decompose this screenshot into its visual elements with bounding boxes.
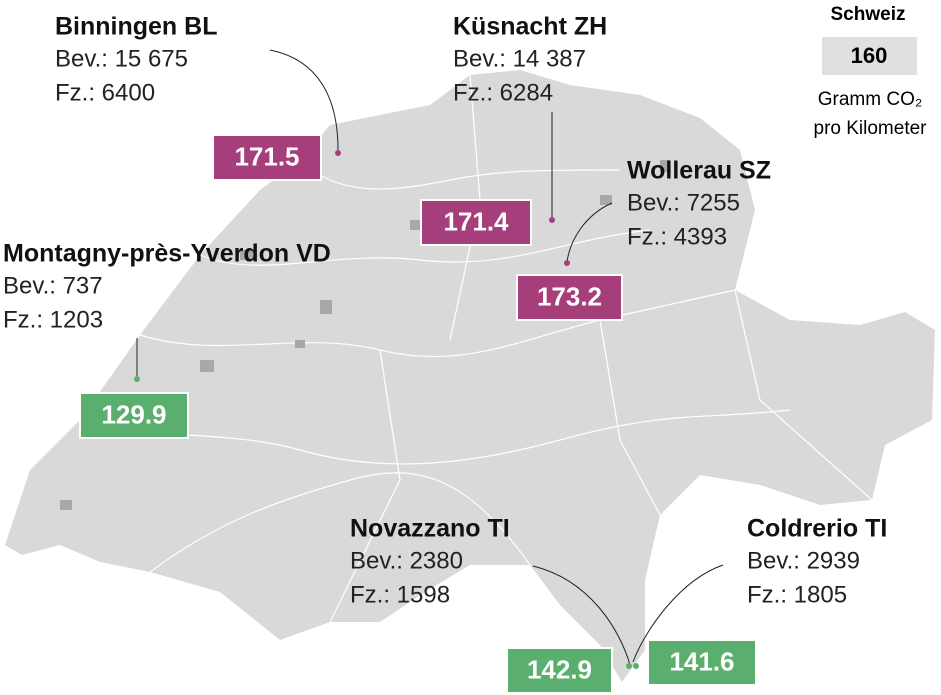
value-box — [647, 639, 757, 686]
value-label: 171.5 — [234, 141, 299, 171]
value-box — [212, 134, 322, 181]
place-marker — [564, 260, 570, 266]
place-name: Küsnacht ZH — [453, 13, 607, 41]
value-label: 142.9 — [527, 654, 592, 684]
population: Bev.: 737 — [3, 272, 103, 299]
place-name: Novazzano TI — [350, 515, 510, 543]
vehicles: Fz.: 1203 — [3, 306, 103, 333]
canton-borders — [79, 74, 873, 623]
population: Bev.: 7255 — [627, 189, 740, 216]
place-name: Montagny-près-Yverdon VD — [3, 240, 331, 268]
legend-box — [822, 37, 917, 75]
legend-unit: Gramm CO₂ — [818, 89, 922, 110]
population: Bev.: 2939 — [747, 547, 860, 574]
dark-patches — [60, 160, 670, 510]
place-name: Coldrerio TI — [747, 515, 887, 543]
place-marker — [549, 217, 555, 223]
leader-lines — [136, 49, 724, 666]
vehicles: Fz.: 1598 — [350, 581, 450, 608]
value-label: 141.6 — [669, 646, 734, 676]
legend-title: Schweiz — [831, 4, 906, 25]
value-box — [506, 647, 613, 694]
legend-value: 160 — [851, 43, 888, 68]
vehicles: Fz.: 6400 — [55, 79, 155, 106]
legend-unit: pro Kilometer — [814, 118, 928, 139]
vehicles: Fz.: 1805 — [747, 581, 847, 608]
value-box — [79, 392, 189, 439]
place-marker — [134, 376, 140, 382]
place-marker — [633, 663, 639, 669]
vehicles: Fz.: 4393 — [627, 223, 727, 250]
switzerland-outline — [5, 70, 935, 682]
place-name: Binningen BL — [55, 13, 217, 41]
population: Bev.: 2380 — [350, 547, 463, 574]
value-box — [516, 274, 623, 321]
place-marker — [335, 150, 341, 156]
value-box — [420, 199, 532, 246]
population: Bev.: 15 675 — [55, 45, 188, 72]
place-name: Wollerau SZ — [627, 157, 771, 185]
population: Bev.: 14 387 — [453, 45, 586, 72]
place-marker — [626, 663, 632, 669]
value-label: 173.2 — [537, 281, 602, 311]
value-label: 171.4 — [443, 206, 509, 236]
vehicles: Fz.: 6284 — [453, 79, 553, 106]
value-label: 129.9 — [101, 399, 166, 429]
